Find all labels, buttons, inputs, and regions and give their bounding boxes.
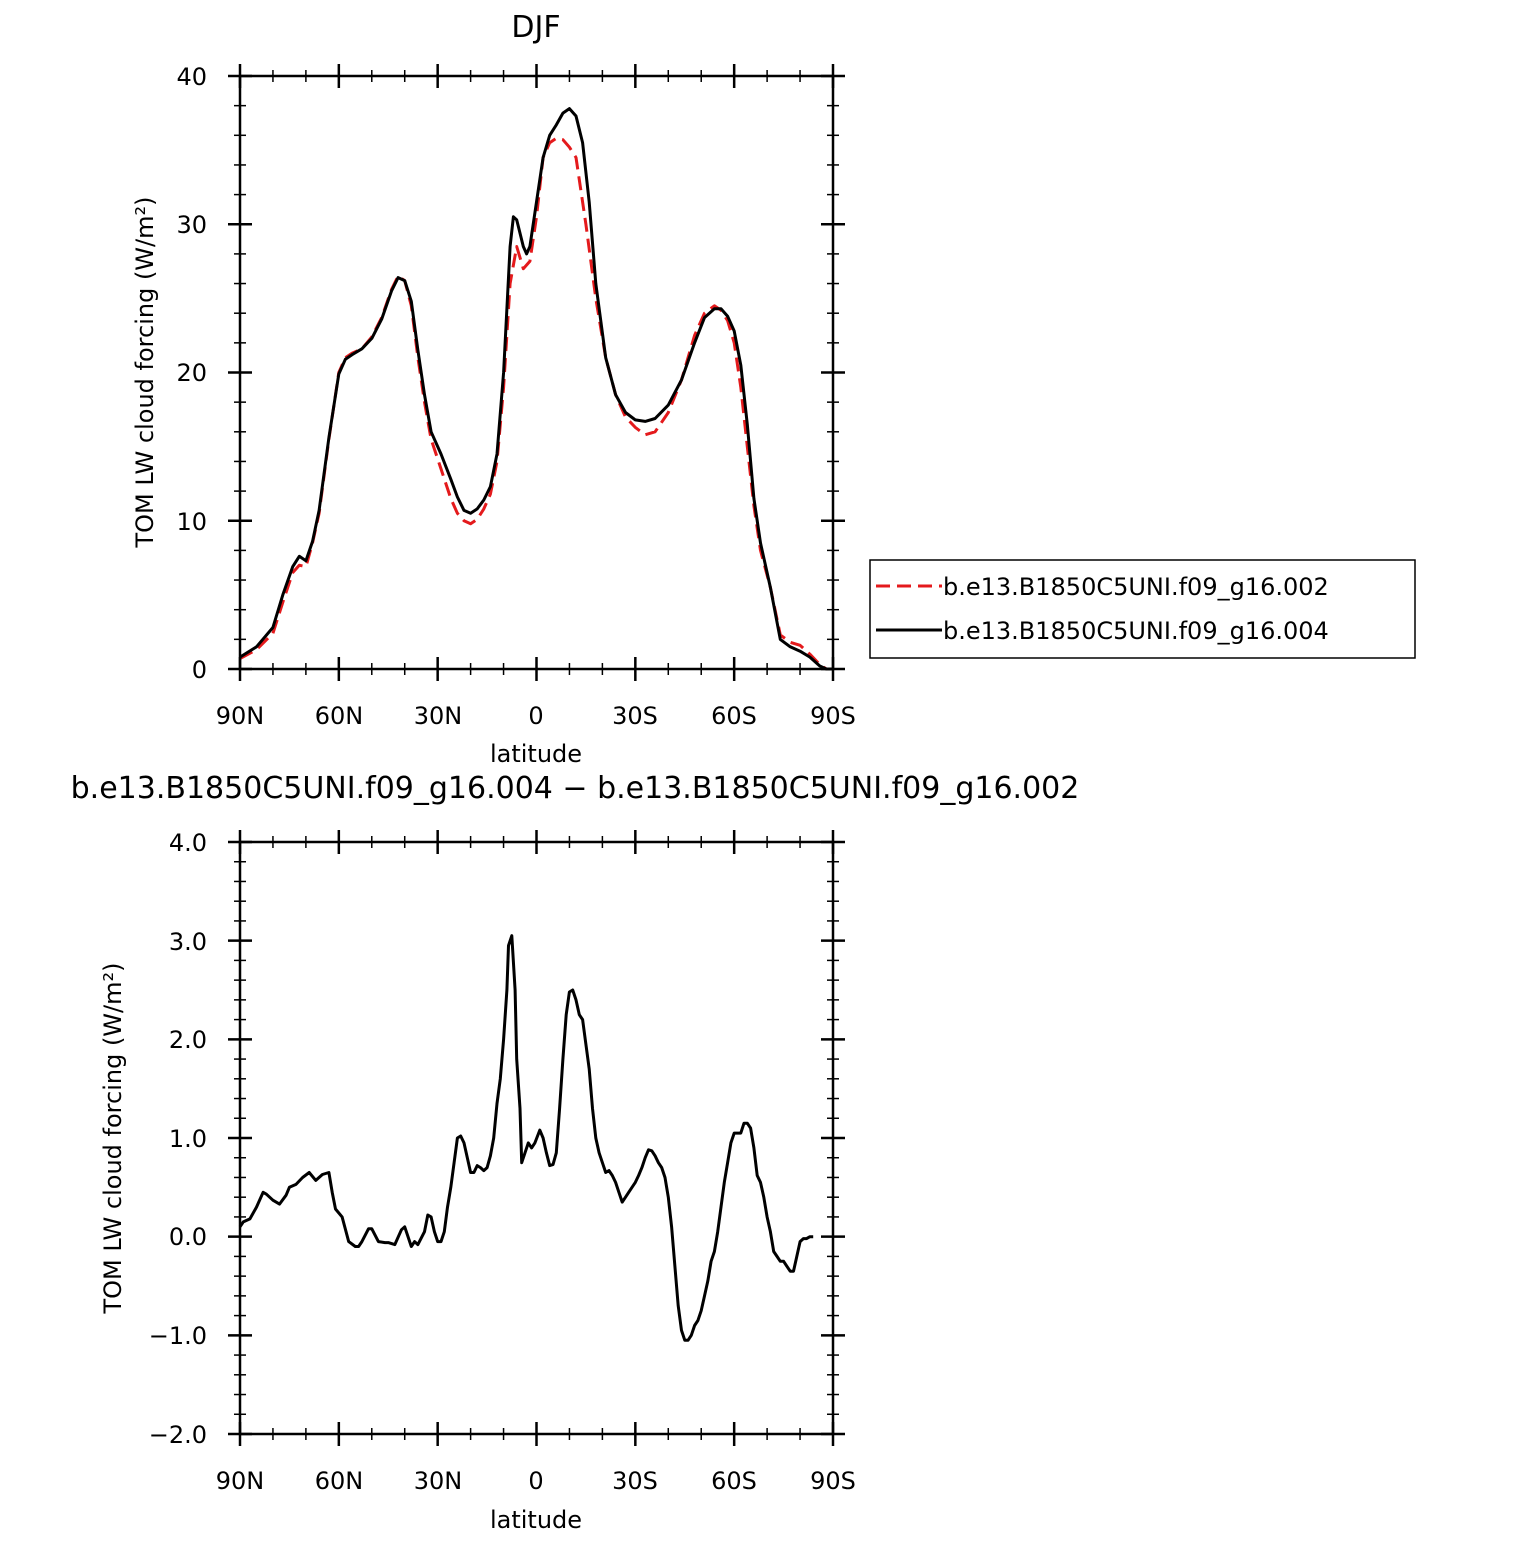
top-x-tick-label: 90N [216,702,265,730]
bottom-panel-title: b.e13.B1850C5UNI.f09_g16.004 − b.e13.B18… [71,771,1080,806]
top-series-line-black-solid [239,107,833,671]
bottom-y-tick-label: 4.0 [169,829,207,857]
bottom-x-tick-label: 90S [810,1467,856,1495]
bottom-y-tick-label: 2.0 [169,1026,207,1054]
top-x-tick-label: 90S [810,702,856,730]
top-x-axis-label: latitude [490,740,582,768]
top-y-tick-label: 30 [176,211,207,239]
top-x-tick-label: 30N [414,702,463,730]
bottom-x-tick-label: 60S [711,1467,757,1495]
top-x-tick-label: 60S [711,702,757,730]
top-y-tick-label: 0 [192,656,207,684]
legend-box [869,559,1416,659]
bottom-y-tick-label: 3.0 [169,928,207,956]
top-axis-ticks [228,64,845,681]
bottom-series-line-black-solid [238,934,814,1342]
top-x-tick-label: 0 [528,702,543,730]
top-panel-title: DJF [511,10,560,45]
legend: b.e13.B1850C5UNI.f09_g16.002 b.e13.B1850… [869,559,1416,659]
bottom-x-tick-label: 90N [216,1467,265,1495]
legend-label-004: b.e13.B1850C5UNI.f09_g16.004 [943,617,1329,645]
bottom-x-tick-label: 30S [612,1467,658,1495]
top-panel: DJF 40 30 20 10 0 90N 60N 30N 0 30S 60S … [131,10,1416,768]
top-y-tick-label: 40 [176,63,207,91]
bottom-x-tick-label: 30N [414,1467,463,1495]
legend-label-002: b.e13.B1850C5UNI.f09_g16.002 [943,573,1329,601]
bottom-x-axis-label: latitude [490,1506,582,1534]
top-x-tick-label: 30S [612,702,658,730]
bottom-x-tick-label: 0 [528,1467,543,1495]
top-y-tick-label: 10 [176,508,207,536]
bottom-y-tick-label: −2.0 [149,1421,207,1449]
top-x-tick-label: 60N [315,702,364,730]
bottom-axis-ticks [228,830,845,1446]
bottom-panel: b.e13.B1850C5UNI.f09_g16.004 − b.e13.B18… [71,771,1080,1534]
bottom-series-lines [238,934,814,1342]
top-y-tick-label: 20 [176,359,207,387]
bottom-y-tick-label: 1.0 [169,1125,207,1153]
bottom-y-tick-label: 0.0 [169,1223,207,1251]
bottom-x-tick-label: 60N [315,1467,364,1495]
bottom-y-tick-label: −1.0 [149,1322,207,1350]
top-series-lines [239,107,833,671]
bottom-y-axis-label: TOM LW cloud forcing (W/m²) [99,963,127,1315]
top-y-axis-label: TOM LW cloud forcing (W/m²) [131,197,159,549]
top-plot-frame [238,74,835,671]
